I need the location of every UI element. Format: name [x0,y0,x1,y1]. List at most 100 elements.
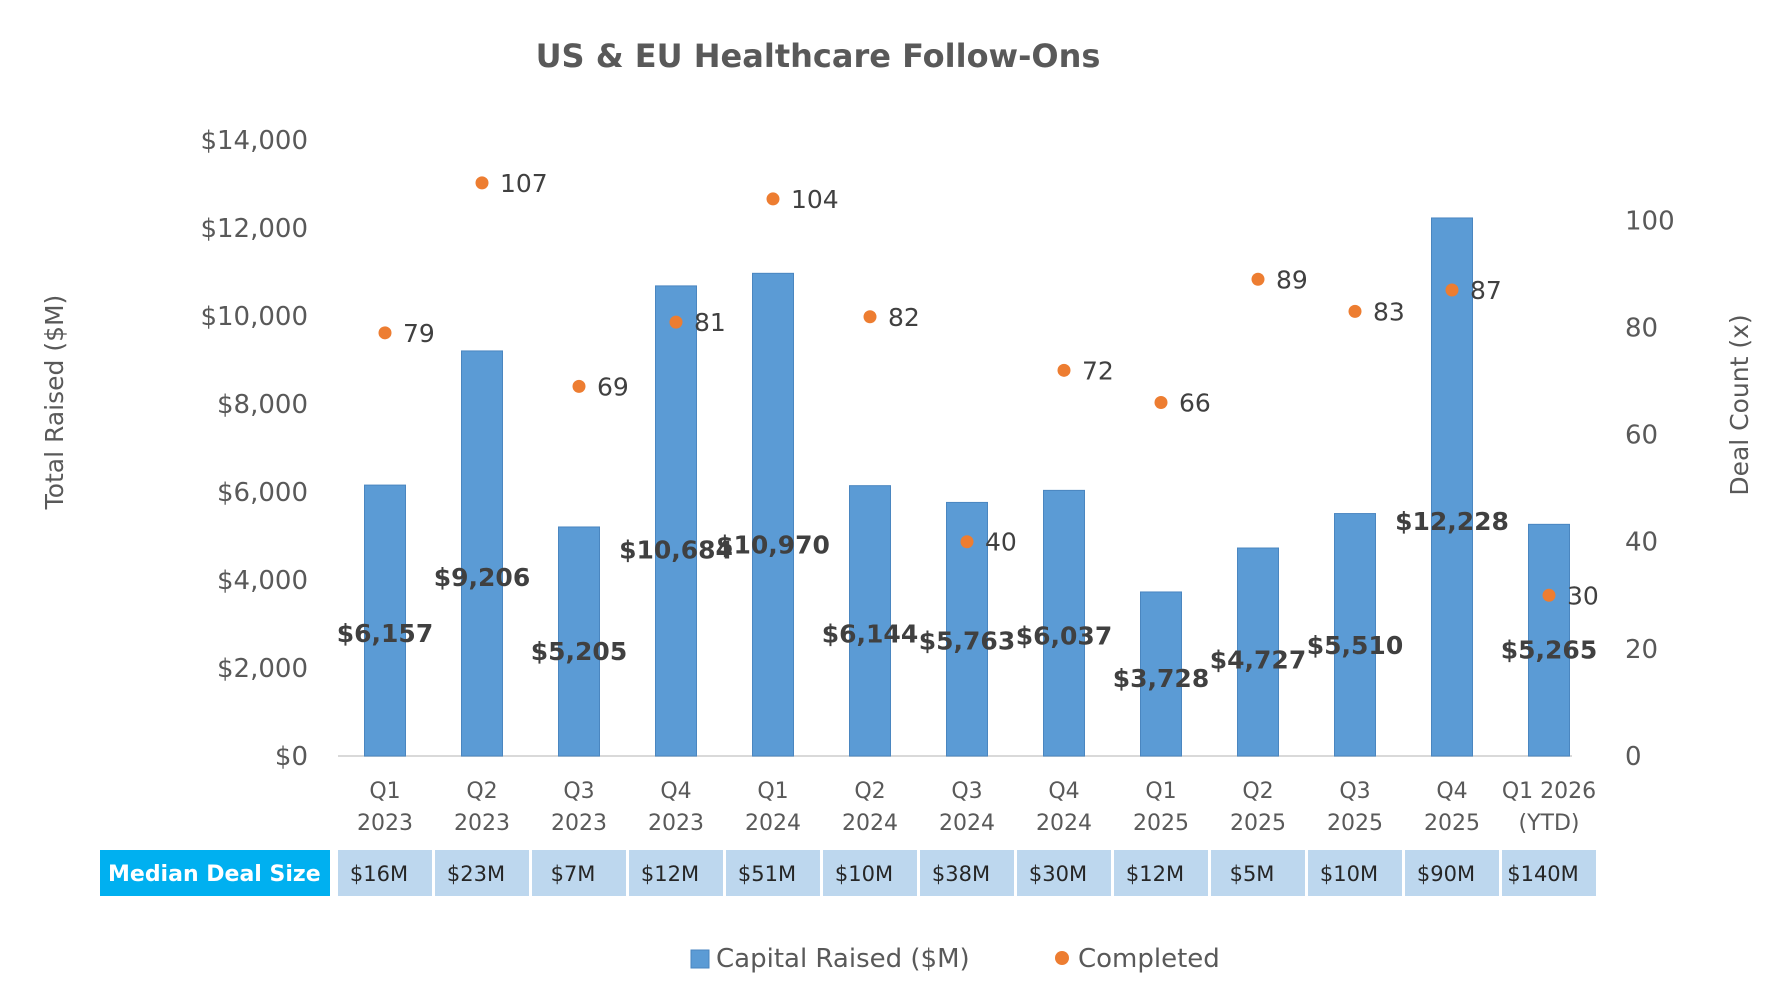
bar [1237,547,1279,757]
x-tick-label: 2025 [1230,811,1286,836]
scatter-data-label: 107 [500,169,548,198]
chart-title: US & EU Healthcare Follow-Ons [536,37,1101,75]
scatter-data-label: 69 [597,372,629,401]
x-tick-label: Q4 [660,779,691,804]
x-tick-label: Q1 [369,779,400,804]
x-tick-label: 2023 [551,811,607,836]
table-cell-value: $5M [1230,862,1275,886]
x-tick-label: 2024 [842,811,898,836]
scatter-point [1251,272,1265,286]
y-tick-label: $0 [275,742,308,772]
table-cell-value: $38M [932,862,990,886]
table-cell [726,850,820,896]
y2-tick-label: 0 [1625,742,1642,772]
table-cell [1114,850,1208,896]
bar-data-label: $5,510 [1307,631,1403,660]
scatter-point [1445,283,1459,297]
table-cell-value: $51M [738,862,796,886]
x-tick-label: Q2 [466,779,497,804]
median-deal-size-table: Median Deal Size $16M $23M $7M $12M $51M $10M $… [100,850,1596,896]
legend: Capital Raised ($M) Completed [690,944,1220,974]
scatter-point [1348,304,1362,318]
scatter-point [960,535,974,549]
table-cell [1017,850,1111,896]
bar-data-label: $4,727 [1210,646,1306,675]
scatter-data-labels: 79 107 69 81 104 82 40 72 66 89 83 87 30 [403,169,1599,610]
y-tick-label: $2,000 [217,654,308,684]
y2-tick-label: 20 [1625,635,1658,665]
table-cell [920,850,1014,896]
x-tick-label: Q4 [1048,779,1079,804]
x-tick-label: 2025 [1327,811,1383,836]
y-tick-label: $12,000 [200,214,308,244]
scatter-data-label: 79 [403,319,435,348]
y-tick-label: $8,000 [217,390,308,420]
scatter-point [669,315,683,329]
bar [1528,523,1570,757]
bar-data-label: $6,037 [1016,621,1112,650]
x-tick-label: 2025 [1424,811,1480,836]
table-cell [629,850,723,896]
table-cell-value: $12M [641,862,699,886]
y2-tick-label: 100 [1625,206,1675,236]
x-tick-label: 2023 [357,811,413,836]
scatter-data-label: 66 [1179,388,1211,417]
x-tick-label: 2023 [648,811,704,836]
scatter-point [766,192,780,206]
bar-data-label: $6,144 [822,619,918,648]
y-tick-label: $14,000 [200,126,308,156]
bar-data-label: $5,763 [919,626,1015,655]
scatter-point [378,326,392,340]
y-tick-label: $4,000 [217,566,308,596]
scatter-point [572,379,586,393]
bar-data-label: $9,206 [434,563,530,592]
x-tick-label: (YTD) [1519,811,1580,836]
scatter-data-label: 81 [694,308,726,337]
scatter-point [1154,395,1168,409]
table-cell [338,850,432,896]
x-tick-label: Q2 [1242,779,1273,804]
scatter-point [1057,363,1071,377]
legend-label-completed: Completed [1078,944,1220,974]
scatter-data-label: 87 [1470,276,1502,305]
scatter-point [1542,588,1556,602]
scatter-data-label: 83 [1373,297,1405,326]
table-cell-value: $12M [1126,862,1184,886]
table-cell-value: $16M [350,862,408,886]
y-axis-title: Total Raised ($M) [40,295,69,511]
x-tick-label: 2024 [1036,811,1092,836]
bar [1334,513,1376,757]
bar-series [364,217,1570,757]
x-tick-label: Q3 [563,779,594,804]
y-axis-ticks: $0 $2,000 $4,000 $6,000 $8,000 $10,000 $12,000… [200,126,308,772]
bar [752,272,794,757]
y2-axis-title: Deal Count (x) [1725,314,1754,495]
legend-swatch-capital-raised [690,949,710,969]
y2-tick-label: 60 [1625,421,1658,451]
table-cell-value: $30M [1029,862,1087,886]
scatter-data-label: 104 [791,185,839,214]
bar [461,350,503,757]
scatter-data-label: 82 [888,303,920,332]
table-cell-value: $23M [447,862,505,886]
x-tick-label: 2024 [939,811,995,836]
legend-swatch-completed [1055,951,1069,965]
scatter-data-label: 72 [1082,356,1114,385]
table-cell [1211,850,1305,896]
bar [1043,489,1085,757]
bar-data-label: $10,970 [716,530,830,559]
y-tick-label: $10,000 [200,302,308,332]
x-tick-label: 2024 [745,811,801,836]
x-tick-label: Q3 [951,779,982,804]
table-cell-value: $7M [551,862,596,886]
table-header-label: Median Deal Size [108,862,321,887]
x-tick-label: Q1 [757,779,788,804]
scatter-data-label: 30 [1567,581,1599,610]
table-cell [435,850,529,896]
table-cell [1308,850,1402,896]
table-header-cell [100,850,330,896]
bar [558,526,600,757]
bar-data-label: $12,228 [1395,507,1509,536]
bar [1431,217,1473,757]
